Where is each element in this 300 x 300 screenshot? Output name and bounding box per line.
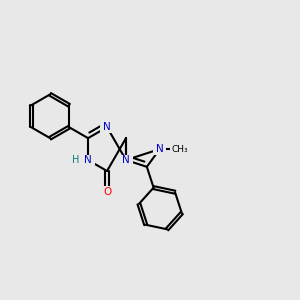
Bar — [100, 186, 115, 198]
Bar — [170, 144, 189, 154]
Bar — [82, 155, 95, 165]
Text: N: N — [103, 122, 111, 132]
Bar — [71, 156, 80, 164]
Bar — [153, 144, 166, 154]
Text: CH₃: CH₃ — [171, 145, 188, 154]
Text: N: N — [84, 155, 92, 165]
Text: H: H — [72, 155, 79, 165]
Text: O: O — [103, 187, 111, 197]
Text: N: N — [122, 155, 130, 165]
Bar — [100, 122, 114, 133]
Text: N: N — [156, 144, 164, 154]
Bar — [119, 155, 133, 166]
